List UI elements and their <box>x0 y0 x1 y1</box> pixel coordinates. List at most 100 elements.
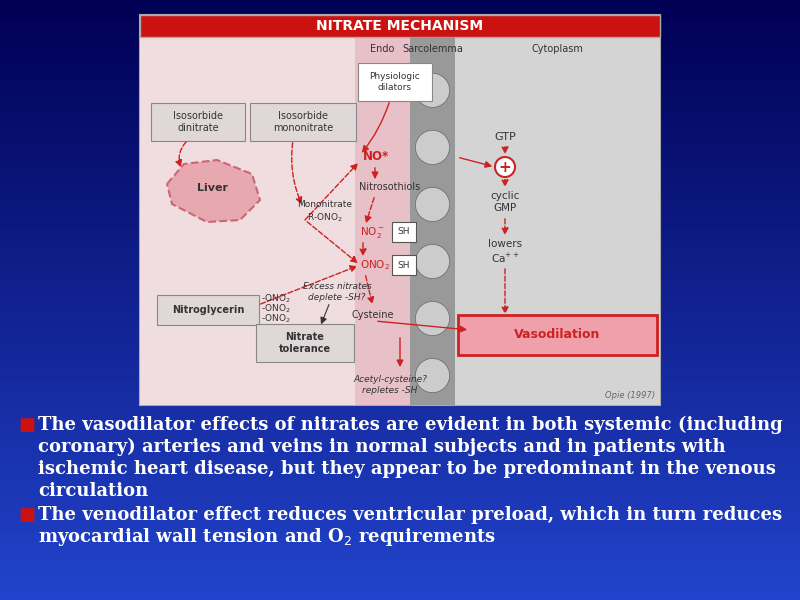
Bar <box>0 590 800 600</box>
Bar <box>0 260 800 270</box>
Circle shape <box>495 157 515 177</box>
Bar <box>0 80 800 90</box>
Text: NO*: NO* <box>363 151 390 163</box>
Bar <box>0 370 800 380</box>
Bar <box>140 15 660 405</box>
Text: NO$_2^-$: NO$_2^-$ <box>360 224 385 239</box>
Text: lowers
Ca$^{++}$: lowers Ca$^{++}$ <box>488 239 522 265</box>
Bar <box>0 360 800 370</box>
Bar <box>0 120 800 130</box>
Bar <box>0 510 800 520</box>
Bar <box>0 240 800 250</box>
Bar <box>0 90 800 100</box>
Text: circulation: circulation <box>38 482 148 500</box>
Bar <box>0 0 800 10</box>
FancyBboxPatch shape <box>157 295 259 325</box>
Text: ■: ■ <box>18 416 35 434</box>
Text: Vasodilation: Vasodilation <box>514 329 601 341</box>
Text: Isosorbide
dinitrate: Isosorbide dinitrate <box>173 111 223 133</box>
Bar <box>0 150 800 160</box>
Bar <box>0 550 800 560</box>
Text: Nitrosothiols: Nitrosothiols <box>359 182 420 192</box>
Bar <box>0 290 800 300</box>
Circle shape <box>415 358 450 392</box>
Bar <box>0 100 800 110</box>
Text: Excess nitrates
deplete -SH?: Excess nitrates deplete -SH? <box>302 283 371 302</box>
FancyBboxPatch shape <box>458 315 657 355</box>
Bar <box>0 10 800 20</box>
Text: Cytoplasm: Cytoplasm <box>531 44 583 54</box>
Bar <box>0 350 800 360</box>
Text: Nitrate
tolerance: Nitrate tolerance <box>279 332 331 354</box>
Text: -ONO$_2$: -ONO$_2$ <box>261 313 290 325</box>
FancyBboxPatch shape <box>392 222 416 242</box>
Bar <box>0 110 800 120</box>
Bar <box>0 440 800 450</box>
Bar <box>0 430 800 440</box>
Text: Mononitrate
R-ONO$_2$: Mononitrate R-ONO$_2$ <box>298 200 353 224</box>
Circle shape <box>415 244 450 278</box>
Bar <box>0 570 800 580</box>
Text: Cysteine: Cysteine <box>352 310 394 320</box>
Circle shape <box>415 301 450 335</box>
Text: myocardial wall tension and O$_2$ requirements: myocardial wall tension and O$_2$ requir… <box>38 526 496 548</box>
Bar <box>455 37 660 405</box>
Bar <box>0 460 800 470</box>
Bar <box>0 170 800 180</box>
Text: The vasodilator effects of nitrates are evident in both systemic (including: The vasodilator effects of nitrates are … <box>38 416 782 434</box>
Bar <box>0 270 800 280</box>
Bar <box>0 50 800 60</box>
Bar <box>0 340 800 350</box>
Text: GTP: GTP <box>494 132 516 142</box>
Bar <box>0 60 800 70</box>
Text: ■: ■ <box>18 506 35 524</box>
Bar <box>0 470 800 480</box>
Bar <box>0 400 800 410</box>
Circle shape <box>415 187 450 221</box>
Text: Opie (1997): Opie (1997) <box>605 391 655 400</box>
Bar <box>0 140 800 150</box>
Bar <box>0 40 800 50</box>
Text: ischemic heart disease, but they appear to be predominant in the venous: ischemic heart disease, but they appear … <box>38 460 776 478</box>
Bar <box>0 420 800 430</box>
Bar <box>0 250 800 260</box>
Text: SH: SH <box>398 260 410 269</box>
Bar <box>0 330 800 340</box>
Bar <box>0 560 800 570</box>
FancyBboxPatch shape <box>256 324 354 362</box>
Text: SH: SH <box>398 227 410 236</box>
FancyBboxPatch shape <box>392 255 416 275</box>
Bar <box>0 200 800 210</box>
Bar <box>140 37 355 405</box>
Bar <box>0 580 800 590</box>
Bar <box>355 37 410 405</box>
Text: Nitroglycerin: Nitroglycerin <box>172 305 244 315</box>
Bar <box>0 410 800 420</box>
Text: -ONO$_2$: -ONO$_2$ <box>261 303 290 315</box>
Text: -ONO$_2$: -ONO$_2$ <box>261 293 290 305</box>
Text: Liver: Liver <box>197 183 227 193</box>
Bar <box>0 450 800 460</box>
Bar <box>140 15 660 37</box>
Bar <box>0 500 800 510</box>
Bar <box>0 180 800 190</box>
FancyBboxPatch shape <box>151 103 245 141</box>
Text: Endo: Endo <box>370 44 394 54</box>
Bar <box>0 490 800 500</box>
Text: cyclic
GMP: cyclic GMP <box>490 191 520 213</box>
Bar <box>0 540 800 550</box>
Bar <box>0 530 800 540</box>
Polygon shape <box>167 160 260 222</box>
Bar <box>0 160 800 170</box>
Bar <box>0 480 800 490</box>
Bar <box>0 20 800 30</box>
Bar <box>0 30 800 40</box>
Text: ONO$_2$: ONO$_2$ <box>360 258 390 272</box>
Bar <box>0 190 800 200</box>
Bar <box>0 320 800 330</box>
Text: Physiologic
dilators: Physiologic dilators <box>370 72 420 92</box>
Text: NITRATE MECHANISM: NITRATE MECHANISM <box>317 19 483 33</box>
Text: The venodilator effect reduces ventricular preload, which in turn reduces: The venodilator effect reduces ventricul… <box>38 506 782 524</box>
Text: Isosorbide
mononitrate: Isosorbide mononitrate <box>273 111 333 133</box>
Text: Acetyl-cysteine?
repletes -SH: Acetyl-cysteine? repletes -SH <box>353 376 427 395</box>
